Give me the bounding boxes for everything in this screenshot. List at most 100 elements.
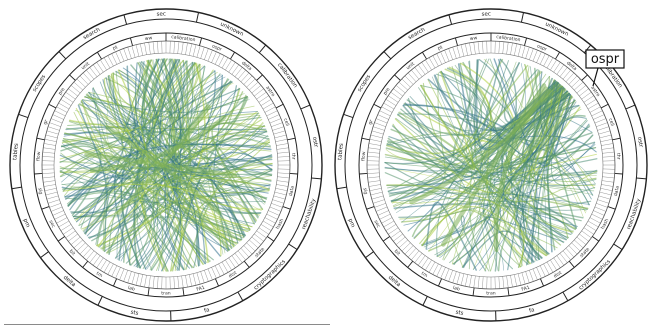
leaf-tick	[469, 42, 472, 55]
edge	[502, 87, 578, 227]
leaf-tick	[600, 188, 613, 191]
leaf-tick	[368, 184, 381, 187]
leaf-tick	[456, 272, 461, 285]
leaf-tick	[401, 78, 411, 88]
leaf-tick	[107, 263, 114, 275]
leaf-tick	[231, 255, 240, 266]
leaf-tick	[414, 67, 423, 77]
leaf-tick	[398, 239, 408, 249]
leaf-tick	[477, 41, 480, 54]
leaf-tick	[576, 85, 587, 94]
leaf-tick	[42, 176, 55, 179]
middle-ring-divider	[373, 103, 382, 109]
edge	[138, 59, 162, 149]
leaf-tick	[127, 271, 132, 283]
outer-group-label: tables	[337, 143, 344, 160]
leaf-tick	[107, 55, 114, 67]
leaf-tick	[157, 276, 159, 289]
leaf-tick	[44, 188, 57, 191]
edge	[451, 87, 564, 265]
leaf-tick	[598, 130, 611, 135]
leaf-tick	[574, 81, 584, 91]
leaf-tick	[240, 248, 250, 258]
leaf-tick	[393, 233, 403, 242]
leaf-tick	[369, 188, 382, 191]
leaf-tick	[68, 88, 78, 97]
leaf-tick	[276, 184, 289, 187]
edge	[445, 204, 558, 268]
leaf-tick	[152, 41, 155, 54]
sub-group-label: unit	[80, 61, 91, 71]
middle-ring-divider	[97, 51, 102, 60]
leaf-tick	[273, 195, 286, 200]
sub-group-label: pre	[57, 87, 66, 97]
leaf-tick	[148, 275, 151, 288]
outer-ring-divider	[237, 291, 244, 302]
middle-ring-divider	[394, 74, 401, 81]
outer-ring-divider	[383, 51, 392, 60]
sub-group-label: tran	[486, 291, 496, 297]
leaf-tick	[529, 270, 534, 282]
leaf-tick	[48, 199, 60, 204]
leaf-tick	[269, 118, 282, 124]
leaf-tick	[371, 130, 384, 135]
middle-ring-divider	[555, 51, 560, 60]
edge	[421, 205, 547, 257]
middle-ring-divider	[524, 37, 528, 46]
edge	[174, 141, 270, 272]
leaf-tick	[377, 114, 389, 120]
edge	[159, 58, 182, 272]
edge	[420, 70, 476, 171]
leaf-tick	[103, 261, 111, 273]
leaf-tick	[246, 78, 256, 88]
leaf-tick	[576, 236, 587, 245]
leaf-tick	[375, 118, 388, 124]
leaf-tick	[601, 147, 614, 150]
middle-ring-divider	[422, 51, 427, 60]
leaf-tick	[46, 195, 59, 200]
leaf-tick	[44, 139, 57, 142]
leaf-tick	[473, 275, 476, 288]
sub-group-label: bit	[393, 248, 402, 257]
leaf-tick	[56, 217, 68, 224]
leaf-tick	[425, 259, 432, 271]
edge	[547, 82, 586, 214]
ospr-callout: ospr	[585, 49, 625, 87]
leaf-tick	[600, 139, 613, 142]
sub-group-label: dist	[228, 270, 238, 280]
leaf-tick	[444, 49, 450, 62]
leaf-tick	[45, 134, 58, 139]
leaf-tick	[591, 213, 603, 220]
leaf-tick	[411, 69, 420, 80]
leaf-tick	[249, 239, 259, 249]
sub-group-label: cell	[607, 118, 615, 127]
outer-ring-divider	[195, 12, 200, 23]
leaf-tick	[404, 245, 414, 255]
middle-ring-divider	[182, 287, 185, 296]
leaf-tick	[601, 143, 614, 146]
sub-group-label: gr	[367, 119, 374, 126]
sub-group-label: flow	[360, 151, 367, 161]
middle-ring-divider	[600, 103, 609, 109]
leaf-tick	[375, 206, 388, 212]
leaf-tick	[264, 106, 276, 113]
leaf-tick	[240, 72, 250, 82]
sub-group-label: astro	[264, 85, 276, 98]
middle-ring-divider	[592, 236, 600, 242]
outer-ring-divider	[97, 296, 103, 306]
leaf-tick	[54, 110, 66, 117]
edge	[72, 214, 165, 264]
leaf-tick	[581, 230, 592, 239]
leaf-tick	[377, 210, 389, 216]
edge	[84, 96, 255, 225]
leaf-tick	[251, 236, 262, 245]
leaf-tick	[115, 51, 121, 63]
edge	[386, 68, 492, 155]
leaf-tick	[196, 45, 201, 58]
leaf-tick	[367, 151, 380, 154]
leaf-tick	[60, 224, 72, 231]
leaf-tick	[56, 106, 68, 113]
leaf-tick	[43, 143, 56, 146]
leaf-tick	[473, 42, 476, 55]
leaf-tick	[587, 102, 599, 110]
